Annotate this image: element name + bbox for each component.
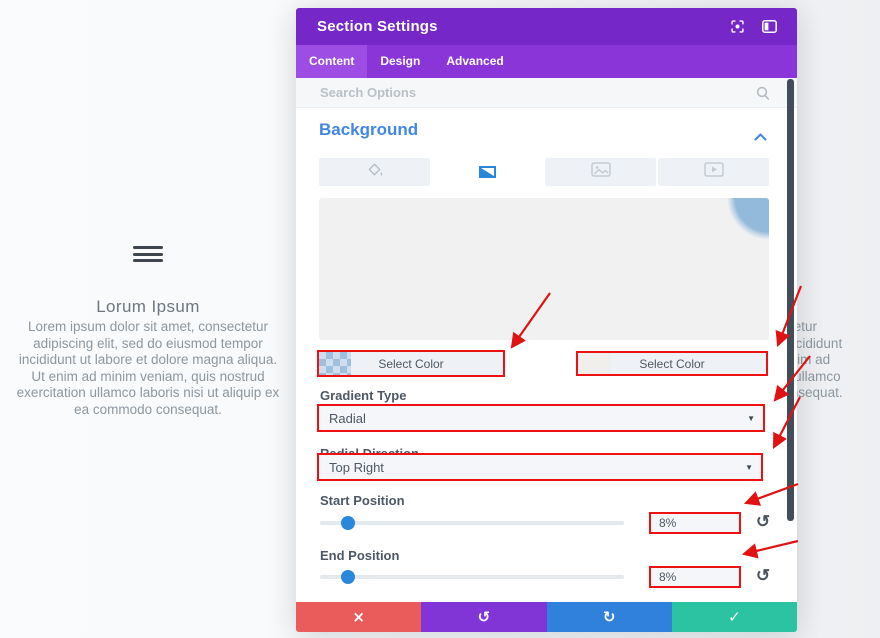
chevron-up-icon[interactable] (754, 128, 767, 146)
end-position-slider-handle[interactable] (341, 570, 356, 584)
start-position-row: ↺ (296, 512, 797, 534)
page-left-column: Lorum Ipsum Lorem ipsum dolor sit amet, … (0, 0, 296, 638)
background-section-title[interactable]: Background (319, 120, 419, 139)
modal-footer: × ↺ ↻ ✓ (296, 602, 797, 632)
focus-crosshair-icon[interactable] (729, 19, 745, 35)
section-settings-modal: Section Settings Content Design Advanced… (296, 8, 797, 632)
video-icon (703, 162, 724, 182)
end-position-label: End Position (320, 548, 400, 563)
redo-button[interactable]: ↻ (546, 602, 672, 632)
gradient-type-label: Gradient Type (320, 388, 407, 403)
end-position-row: ↺ (296, 566, 797, 588)
second-select-color-button[interactable]: Select Color (576, 351, 768, 376)
dock-layout-icon[interactable] (761, 19, 777, 35)
gradient-type-value: Radial (329, 410, 366, 426)
gradient-type-dropdown[interactable]: Radial ▼ (317, 404, 765, 432)
background-color-tab[interactable] (319, 158, 430, 186)
gradient-icon (479, 166, 496, 178)
end-position-input[interactable] (649, 566, 741, 588)
background-video-tab[interactable] (658, 158, 769, 186)
gradient-preview (319, 198, 769, 340)
background-image-tab[interactable] (545, 158, 656, 186)
tab-design[interactable]: Design (380, 54, 421, 68)
page-paragraph: Lorem ipsum dolor sit amet, consectetur … (16, 319, 280, 417)
hamburger-menu-icon[interactable] (133, 246, 163, 266)
end-position-slider-track[interactable] (320, 570, 624, 584)
image-icon (590, 162, 611, 182)
start-position-slider-handle[interactable] (341, 516, 356, 530)
search-icon (756, 86, 770, 105)
second-color-swatch (578, 353, 610, 374)
first-select-color-label: Select Color (378, 356, 444, 371)
start-position-input[interactable] (649, 512, 741, 534)
paint-bucket-icon (365, 161, 384, 183)
modal-scrollbar[interactable] (787, 79, 794, 521)
radial-direction-dropdown[interactable]: Top Right ▼ (317, 453, 763, 481)
search-bar (296, 78, 797, 108)
background-type-tabs (319, 158, 769, 186)
save-button[interactable]: ✓ (671, 602, 797, 632)
start-position-reset-icon[interactable]: ↺ (753, 511, 773, 533)
dropdown-caret-icon: ▼ (747, 413, 755, 423)
tab-content[interactable]: Content (296, 45, 368, 78)
second-select-color-label: Select Color (639, 356, 705, 371)
modal-header: Section Settings (296, 8, 797, 45)
radial-direction-value: Top Right (329, 459, 384, 475)
first-color-swatch (319, 352, 351, 375)
start-position-label: Start Position (320, 493, 405, 508)
modal-title: Section Settings (317, 18, 438, 35)
tab-advanced[interactable]: Advanced (446, 54, 504, 68)
discard-button[interactable]: × (296, 602, 422, 632)
modal-tab-bar: Content Design Advanced (296, 45, 797, 78)
first-select-color-button[interactable]: Select Color (317, 350, 505, 377)
undo-button[interactable]: ↺ (421, 602, 547, 632)
background-gradient-tab[interactable] (432, 158, 543, 186)
dropdown-caret-icon: ▼ (745, 462, 753, 472)
end-position-reset-icon[interactable]: ↺ (753, 565, 773, 587)
start-position-slider-track[interactable] (320, 516, 624, 530)
search-input[interactable] (296, 78, 797, 107)
page-heading: Lorum Ipsum (96, 297, 200, 316)
